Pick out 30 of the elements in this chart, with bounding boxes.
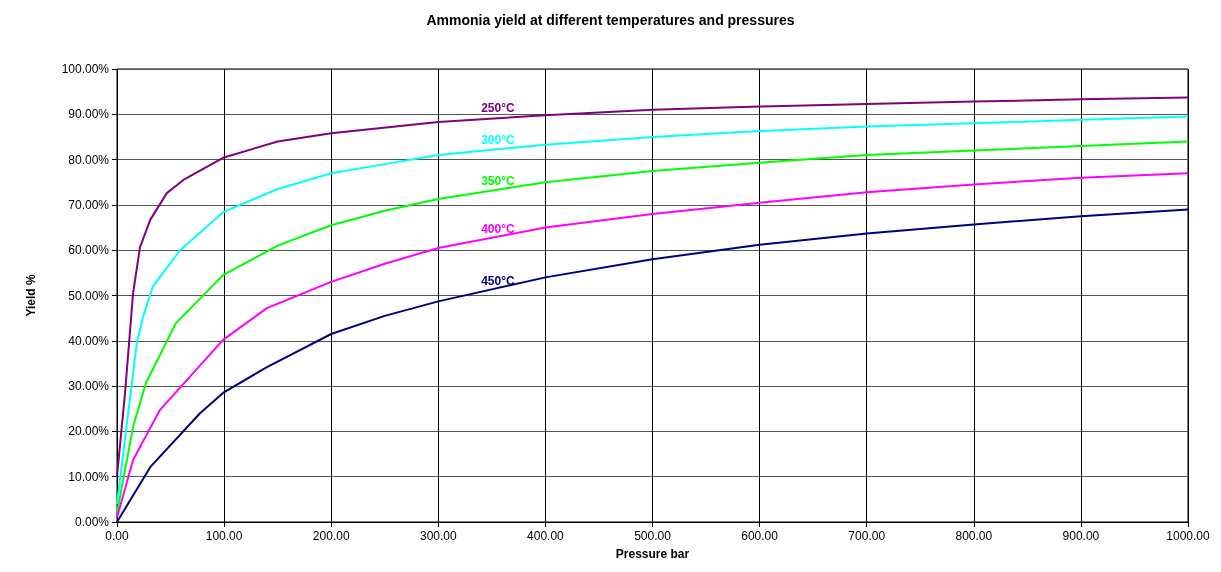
y-tick-label: 30.00% — [68, 379, 110, 394]
x-tick-label: 100.00 — [205, 529, 243, 543]
series-label: 300°C — [481, 132, 515, 147]
y-tick-label: 90.00% — [68, 107, 110, 122]
series-label: 350°C — [481, 174, 515, 189]
y-tick-label: 100.00% — [61, 62, 110, 76]
y-tick-label: 20.00% — [68, 424, 110, 439]
series-label: 250°C — [481, 101, 515, 116]
y-tick-label: 10.00% — [68, 469, 110, 484]
x-tick-label: 800.00 — [955, 529, 993, 543]
x-tick-label: 600.00 — [741, 529, 779, 543]
y-tick-label: 40.00% — [68, 333, 110, 348]
x-tick-label: 0.00 — [105, 529, 129, 543]
x-tick-label: 300.00 — [419, 529, 457, 543]
y-axis-title: Yield % — [24, 274, 38, 317]
x-tick-label: 200.00 — [312, 529, 350, 543]
chart-title: Ammonia yield at different temperatures and pressures — [426, 12, 795, 28]
series-label: 450°C — [481, 273, 515, 288]
y-tick-label: 80.00% — [68, 152, 110, 167]
x-tick-label: 400.00 — [527, 529, 565, 543]
x-tick-label: 500.00 — [634, 529, 672, 543]
x-axis-title: Pressure bar — [615, 547, 690, 561]
y-tick-label: 70.00% — [68, 197, 110, 212]
x-tick-label: 900.00 — [1062, 529, 1100, 543]
y-tick-label: 50.00% — [68, 288, 110, 303]
series-label: 400°C — [481, 221, 515, 236]
y-tick-label: 60.00% — [68, 243, 110, 258]
x-tick-label: 1000.00 — [1166, 529, 1211, 543]
x-tick-label: 700.00 — [848, 529, 886, 543]
y-tick-label: 0.00% — [74, 515, 110, 529]
